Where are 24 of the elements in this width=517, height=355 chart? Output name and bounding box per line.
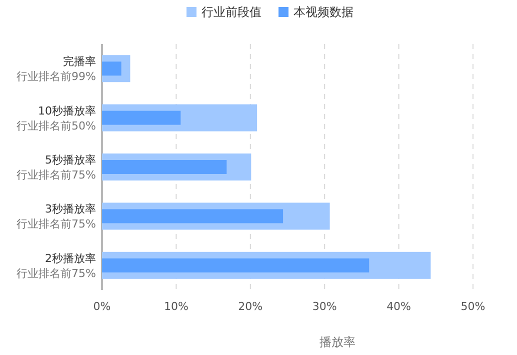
text: 行业排名前75% (16, 168, 96, 182)
x-tick-label: 30% (312, 300, 337, 313)
text: 行业排名前75% (16, 266, 96, 280)
legend-label: 本视频数据 (294, 5, 354, 19)
bar (102, 110, 181, 125)
y-tick-label: 完播率 (63, 55, 96, 68)
bar (102, 258, 370, 272)
text: 行业排名前75% (16, 218, 96, 231)
text: 行业排名前50% (16, 119, 96, 132)
y-tick-label: 5秒播放率 (45, 154, 96, 166)
y-tick-label: 10秒播放率 (38, 104, 96, 118)
x-tick-label: 20% (238, 300, 263, 313)
x-tick-label: 10% (164, 300, 188, 313)
bar (102, 62, 122, 76)
bar (102, 209, 284, 224)
x-tick-label: 50% (460, 300, 486, 313)
x-tick-label: 0% (93, 300, 111, 313)
x-tick-label: 40% (386, 300, 412, 313)
bar (102, 160, 227, 174)
y-tick-label: 3秒播放率 (45, 202, 96, 216)
y-tick-label: 2秒播放率 (45, 252, 96, 265)
text: 行业排名前99% (16, 70, 96, 84)
x-axis-title: 播放率 (320, 335, 356, 349)
legend-label: 行业前段值 (202, 5, 262, 19)
